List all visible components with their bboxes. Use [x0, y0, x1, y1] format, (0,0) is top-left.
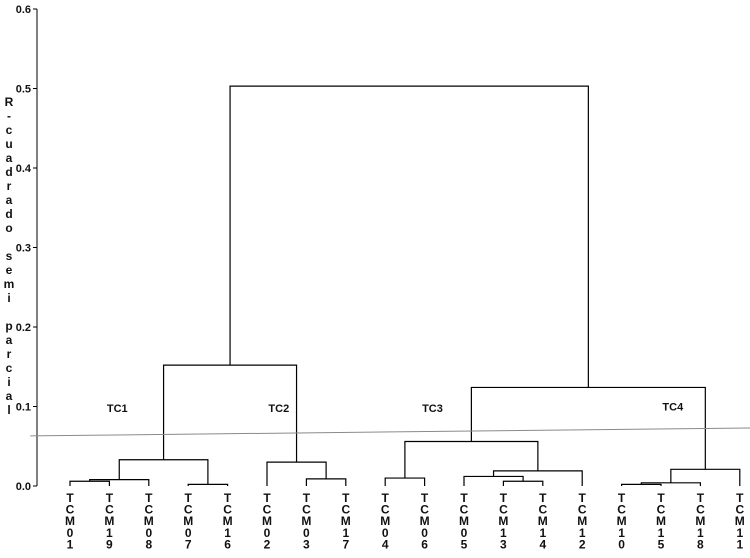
dendrogram-link-m5 [305, 478, 347, 486]
dendrogram-link-m12 [404, 440, 539, 479]
cluster-labels: TC1 TC2 TC3 TC4 [107, 401, 684, 415]
y-tick-label: 0.0 [16, 481, 31, 493]
y-tick-label: 0.1 [16, 402, 31, 414]
leaf-labels: T C M 0 1 T C M 1 9 T C M 0 8 T C M 0 7 T C M 1 6 T C M 0 2 T C M 0 3 T C M 1 7… [65, 491, 745, 551]
dendrogram-link-m4 [118, 459, 209, 485]
dendrogram-link-m2 [89, 479, 150, 486]
y-tick-label: 0.4 [16, 163, 32, 175]
y-tick-label: 0.2 [16, 322, 31, 334]
dendrogram-link-m9 [502, 480, 544, 486]
y-tick-label: 0.3 [16, 243, 31, 255]
cluster-label-tc4: TC4 [662, 401, 684, 413]
y-axis: 0.0 0.1 0.2 0.3 0.4 0.5 0.6 [16, 4, 38, 493]
dendrogram-link-m13 [621, 483, 662, 486]
dendrogram-link-m3 [187, 483, 229, 486]
cut-line-layer [30, 427, 750, 437]
y-tick-label: 0.5 [16, 84, 31, 96]
dendrogram-link-m8 [384, 477, 426, 486]
dendrogram-link-m17 [229, 85, 589, 388]
dendrogram-link-m11 [492, 470, 583, 486]
cluster-label-tc2: TC2 [268, 403, 289, 415]
cluster-label-tc3: TC3 [422, 403, 443, 415]
dendrogram-links [69, 85, 741, 486]
cut-line [30, 427, 750, 437]
y-axis-label: R -c u a d r a d o s e m i p a r c i a l [4, 95, 15, 417]
y-tick-label: 0.6 [16, 4, 31, 16]
dendrogram-link-m6 [266, 461, 327, 486]
dendrogram-link-m1 [69, 480, 110, 486]
dendrogram-link-m15 [670, 468, 741, 486]
cluster-label-tc1: TC1 [107, 403, 128, 415]
y-axis-title: R -c u a d r a d o s e m i p a r c i a l [4, 95, 15, 417]
